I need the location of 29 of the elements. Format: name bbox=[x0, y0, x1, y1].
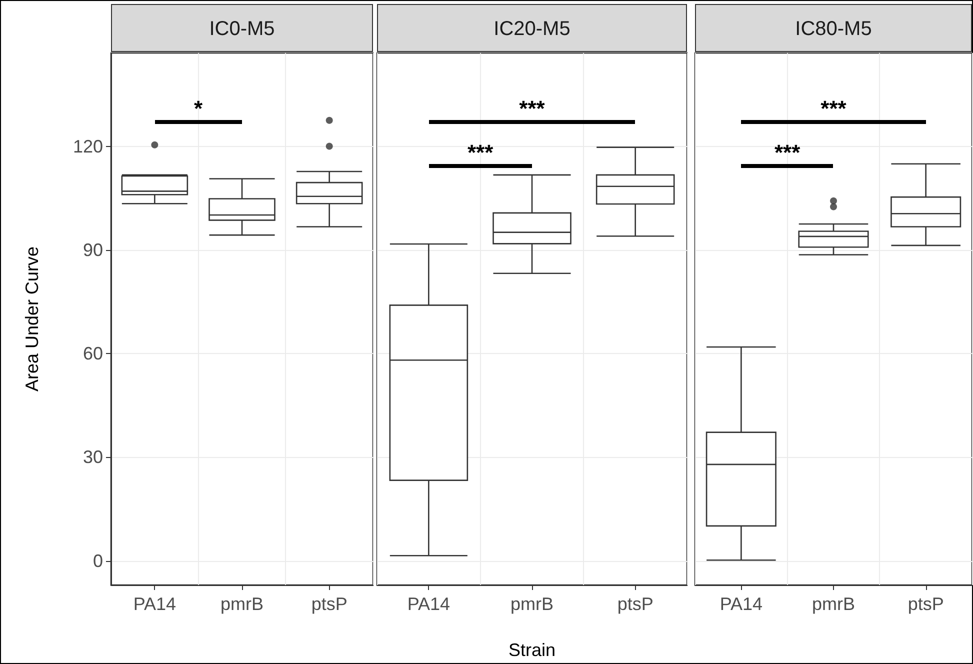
x-tick-label: PA14 bbox=[407, 594, 450, 614]
annotation: *** bbox=[519, 96, 545, 121]
x-tick-label: pmrB bbox=[220, 594, 264, 614]
y-tick-label: 90 bbox=[82, 240, 103, 260]
annotation: *** bbox=[774, 140, 800, 165]
x-tick-label: pmrB bbox=[812, 594, 856, 614]
y-tick-label: 60 bbox=[82, 344, 103, 364]
x-tick-label: ptsP bbox=[908, 594, 944, 614]
x-tick-label: PA14 bbox=[133, 594, 176, 614]
chart-title: IC80-M5 bbox=[695, 4, 972, 52]
significance-bracket: *** bbox=[428, 140, 532, 168]
y-tick-label: 120 bbox=[72, 136, 103, 156]
x-tick-label: PA14 bbox=[720, 594, 763, 614]
x-tick-label: ptsP bbox=[311, 594, 348, 614]
annotation: *** bbox=[820, 96, 846, 121]
significance-bracket: *** bbox=[741, 96, 926, 124]
y-tick-label: 0 bbox=[92, 550, 103, 571]
x-tick-label: ptsP bbox=[617, 594, 654, 614]
chart-title: IC0-M5 bbox=[111, 4, 373, 52]
significance-bracket: *** bbox=[428, 96, 636, 124]
significance-bracket: *** bbox=[741, 140, 834, 168]
x-axis-title: Strain bbox=[508, 640, 556, 660]
annotation: *** bbox=[467, 140, 494, 165]
y-axis-title: Area Under Curve bbox=[22, 246, 42, 392]
y-tick-label: 30 bbox=[82, 447, 103, 468]
chart-title: IC20-M5 bbox=[377, 4, 687, 52]
significance-bracket: * bbox=[154, 96, 242, 124]
annotation: * bbox=[194, 96, 203, 121]
x-tick-label: pmrB bbox=[510, 594, 554, 614]
